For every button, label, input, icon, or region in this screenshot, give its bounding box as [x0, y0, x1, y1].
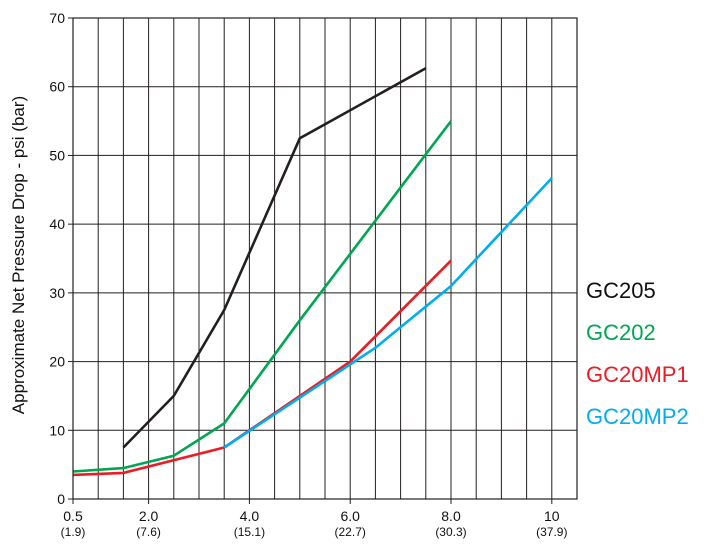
y-tick-label: 50	[49, 147, 65, 163]
x-tick-sublabel: (7.6)	[136, 525, 161, 539]
legend-entry-gc202: GC202	[586, 320, 656, 345]
x-tick-sublabel: (30.3)	[435, 525, 466, 539]
y-tick-label: 0	[57, 491, 65, 507]
x-tick-sublabel: (37.9)	[536, 525, 567, 539]
y-tick-label: 60	[49, 79, 65, 95]
x-tick-label: 4.0	[240, 508, 260, 524]
series-line-gc205	[122, 67, 427, 449]
y-tick-label: 40	[49, 216, 65, 232]
x-tick-labels: 0.5(1.9) 2.0(7.6) 4.0(15.1) 6.0(22.7) 8.0(30…	[61, 508, 568, 539]
x-tick-label: 8.0	[441, 508, 461, 524]
series-lines	[72, 67, 553, 477]
legend: GC205 GC202 GC20MP1 GC20MP2	[586, 278, 689, 429]
y-tick-label: 20	[49, 354, 65, 370]
y-tick-label: 10	[49, 422, 65, 438]
series-line-gc20mp2	[223, 177, 553, 449]
x-tick-label: 2.0	[139, 508, 159, 524]
grid	[73, 18, 577, 499]
x-tick-label: 6.0	[340, 508, 360, 524]
legend-entry-gc205: GC205	[586, 278, 656, 303]
x-tick-sublabel: (1.9)	[61, 525, 86, 539]
plot-border	[72, 17, 578, 500]
x-tick-label: 0.5	[63, 508, 83, 524]
legend-entry-gc20mp1: GC20MP1	[586, 362, 689, 387]
x-tick-sublabel: (22.7)	[335, 525, 366, 539]
legend-entry-gc20mp2: GC20MP2	[586, 404, 689, 429]
x-tick-label: 10	[544, 508, 560, 524]
series-line-gc202	[72, 120, 453, 473]
plot-frame	[68, 17, 578, 504]
y-tick-labels: 0 10 20 30 40 50 60 70	[49, 10, 65, 507]
y-tick-label: 70	[49, 10, 65, 26]
x-tick-sublabel: (15.1)	[234, 525, 265, 539]
y-tick-label: 30	[49, 285, 65, 301]
y-axis-label: Approximate Net Pressure Drop - psi (bar…	[9, 96, 28, 414]
